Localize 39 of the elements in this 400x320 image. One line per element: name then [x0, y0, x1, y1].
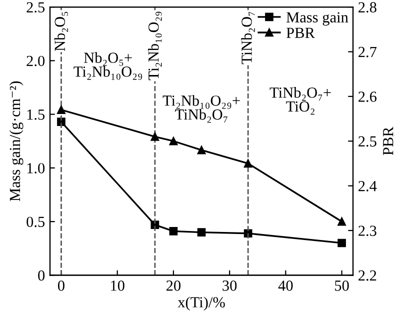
- x-tick-label: 30: [222, 280, 237, 291]
- annotation: Ti₂Nb₁₀O₂₉+ TiNb₂O₇: [162, 95, 240, 123]
- point: [169, 227, 178, 236]
- x-tick-label: 50: [335, 280, 349, 291]
- x-axis-title: x(Ti)/%: [178, 296, 225, 311]
- point: [197, 146, 206, 154]
- y-tick-label: 0.5: [26, 216, 45, 228]
- ref-line-label: Ti₂Nb₁₀O₂₉: [148, 12, 162, 80]
- x-tick-label: 20: [166, 280, 180, 291]
- x-tick-label: 0: [58, 280, 64, 291]
- y-tick-label: 0: [38, 270, 45, 281]
- point: [197, 228, 206, 236]
- point: [338, 238, 346, 248]
- x-tick-label: 10: [111, 280, 124, 291]
- point: [244, 159, 252, 168]
- ref-line-label: Nb₂O₅: [54, 12, 68, 51]
- y2-tick-label: 2.2: [358, 270, 376, 281]
- legend-label: Mass gain: [286, 12, 348, 26]
- point: [57, 106, 66, 114]
- point: [338, 217, 346, 226]
- x-tick-label: 40: [278, 280, 293, 291]
- y2-tick-label: 2.5: [358, 136, 376, 147]
- annotation: TiNb₂O₇+ TiO₂: [270, 87, 331, 115]
- point: [150, 132, 160, 141]
- y-tick-label: 1.5: [27, 110, 45, 120]
- y2-tick-label: 2.6: [358, 92, 376, 102]
- y-tick-label: 2.5: [26, 2, 45, 13]
- y2-tick-label: 2.8: [358, 2, 376, 13]
- y2-tick-label: 2.3: [358, 226, 376, 236]
- y2-tick-label: 2.7: [358, 46, 377, 58]
- y-axis-title: Mass gain/(g·cm⁻²): [9, 81, 24, 202]
- ref-line-label: TiNb₂O₇: [241, 12, 255, 64]
- y2-axis-title: PBR: [383, 126, 394, 156]
- point: [169, 136, 178, 146]
- annotation: Nb₂O₅+ Ti₂Nb₁₀O₂₉: [74, 52, 142, 80]
- y-tick-label: 2.0: [26, 56, 45, 66]
- y-tick-label: 1.0: [27, 163, 45, 174]
- y2-tick-label: 2.4: [358, 180, 377, 192]
- legend-label: PBR: [286, 28, 315, 38]
